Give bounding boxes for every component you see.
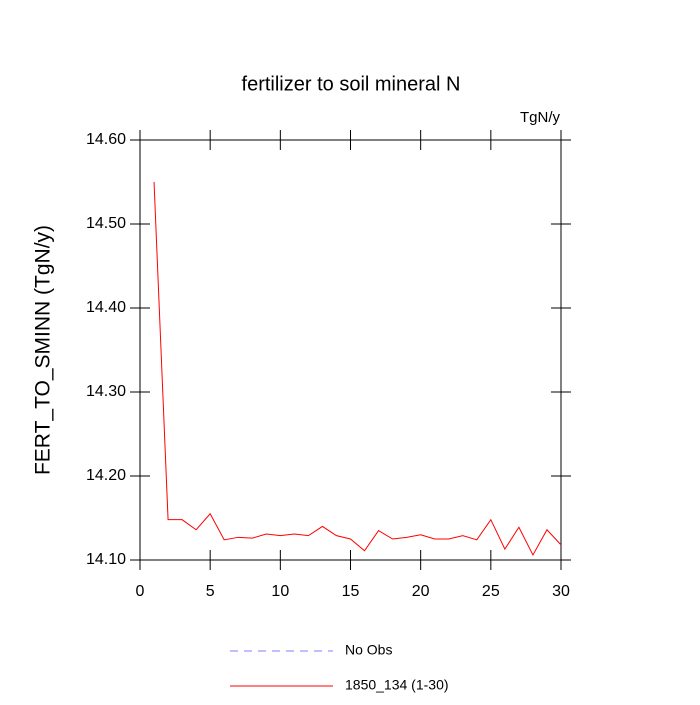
y-tick-label: 14.50 bbox=[86, 215, 126, 232]
y-tick-label: 14.60 bbox=[86, 131, 126, 148]
units-label: TgN/y bbox=[520, 109, 561, 126]
y-tick-label: 14.30 bbox=[86, 383, 126, 400]
legend-label: No Obs bbox=[345, 642, 392, 658]
x-tick-label: 30 bbox=[552, 583, 570, 600]
legend-label: 1850_134 (1-30) bbox=[345, 677, 449, 693]
x-tick-label: 20 bbox=[412, 583, 430, 600]
y-tick-label: 14.40 bbox=[86, 299, 126, 316]
y-axis-label: FERT_TO_SMINN (TgN/y) bbox=[32, 225, 55, 475]
x-tick-label: 5 bbox=[206, 583, 215, 600]
x-tick-label: 0 bbox=[136, 583, 145, 600]
y-tick-label: 14.20 bbox=[86, 467, 126, 484]
x-tick-label: 15 bbox=[342, 583, 360, 600]
data-line bbox=[153, 181, 562, 557]
x-tick-label: 25 bbox=[482, 583, 500, 600]
chart-title: fertilizer to soil mineral N bbox=[242, 73, 461, 95]
y-tick-label: 14.10 bbox=[86, 551, 126, 568]
x-tick-label: 10 bbox=[271, 583, 289, 600]
